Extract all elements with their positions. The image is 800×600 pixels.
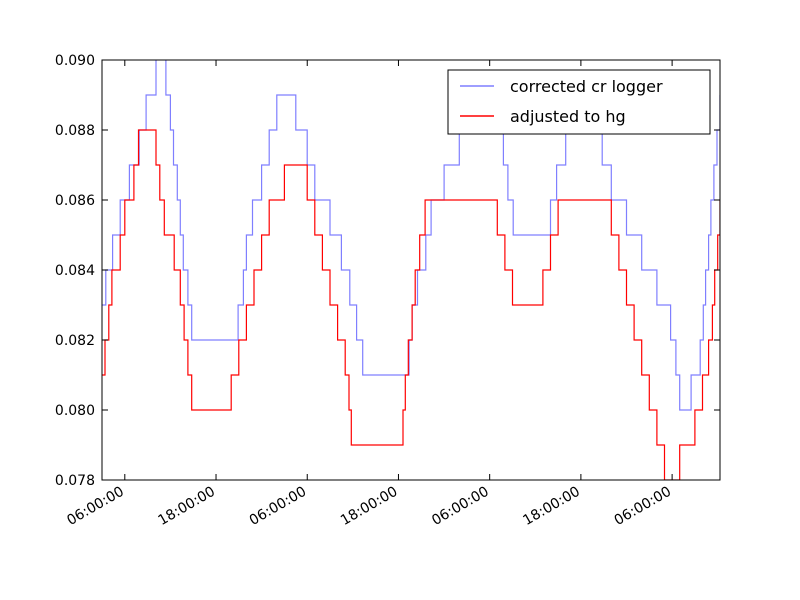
y-tick-label: 0.078 xyxy=(55,473,95,489)
y-tick-label: 0.084 xyxy=(55,263,95,279)
legend-label-corrected: corrected cr logger xyxy=(510,77,663,96)
y-axis: 0.078 0.080 0.082 0.084 0.086 0.088 0.090 xyxy=(55,53,720,489)
legend-box xyxy=(447,69,711,135)
series-line-corrected-cr-logger xyxy=(102,60,720,411)
y-tick-label: 0.088 xyxy=(55,123,95,139)
y-tick-label: 0.082 xyxy=(55,333,95,349)
y-tick-label: 0.086 xyxy=(55,193,95,209)
y-tick-label: 0.080 xyxy=(55,403,95,419)
legend: corrected cr logger adjusted to hg xyxy=(447,69,711,135)
legend-label-adjusted: adjusted to hg xyxy=(510,107,626,126)
series-layer xyxy=(102,60,720,480)
series-line-adjusted-to-hg xyxy=(102,129,720,480)
y-tick-label: 0.090 xyxy=(55,53,95,69)
